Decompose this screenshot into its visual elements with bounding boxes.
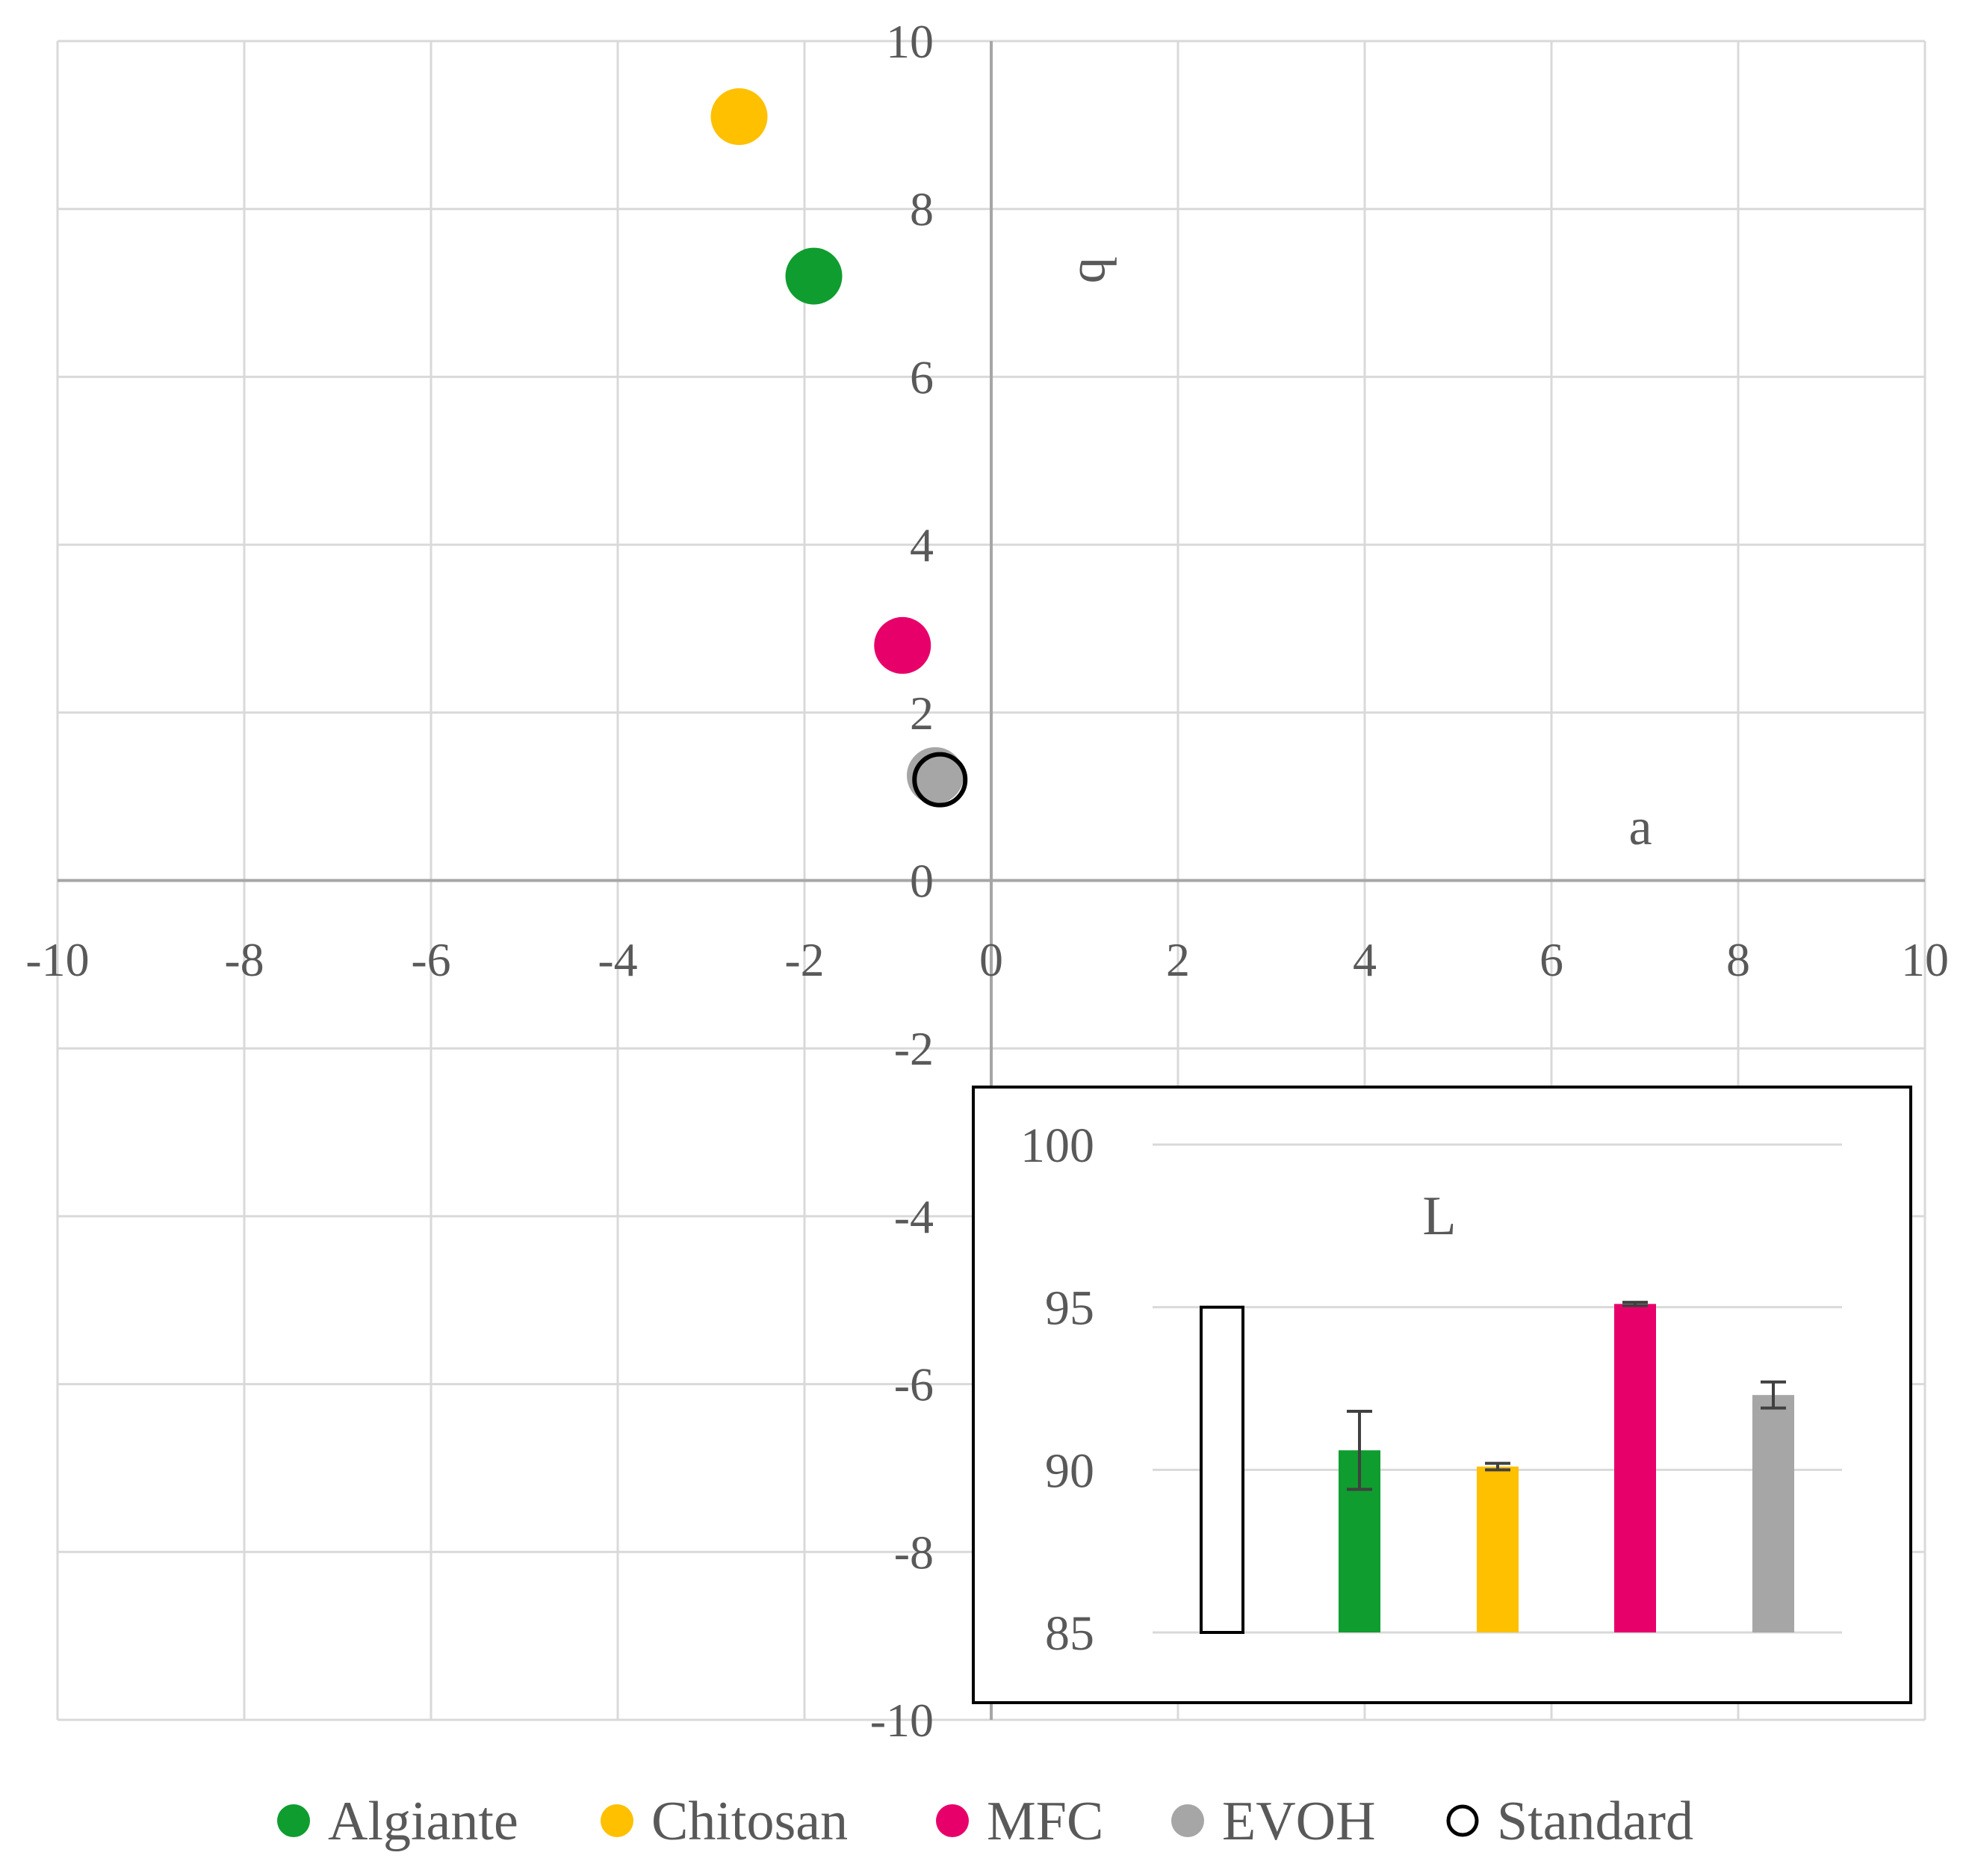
x-tick-label: -4	[598, 933, 637, 986]
inset-tick-labels: 85 90 95 100	[1020, 1118, 1094, 1661]
legend-marker	[1446, 1804, 1479, 1837]
y-tick-label: -2	[894, 1022, 934, 1075]
scatter-point-standard	[912, 752, 968, 808]
legend-marker	[277, 1804, 310, 1837]
y-tick-label: -6	[894, 1358, 934, 1411]
y-tick-label: 8	[910, 183, 934, 236]
inset-bar-standard	[1200, 1305, 1244, 1634]
x-tick-label: 10	[1901, 933, 1949, 986]
inset-bar-mfc	[1614, 1304, 1656, 1632]
legend-marker	[936, 1804, 969, 1837]
inset-bar-chitosan	[1477, 1466, 1519, 1632]
x-tick-label: 2	[1166, 933, 1190, 986]
inset-error-bar-mfc	[1622, 1301, 1648, 1307]
legend-label: EVOH	[1222, 1791, 1376, 1852]
scatter-point-chitosan	[710, 88, 768, 146]
x-tick-label: 8	[1726, 933, 1750, 986]
legend-item-standard: Standard	[1446, 1791, 1693, 1852]
x-tick-label: -8	[224, 933, 264, 986]
y-tick-label: -4	[894, 1190, 934, 1243]
inset-error-bar-algiante	[1347, 1409, 1372, 1491]
y-tick-label: -8	[894, 1526, 934, 1579]
y-tick-label: -10	[870, 1694, 934, 1747]
scatter-point-mfc	[874, 616, 931, 674]
x-tick-label: 4	[1353, 933, 1377, 986]
x-tick-label: -10	[25, 933, 89, 986]
inset-bars	[1200, 1301, 1794, 1634]
x-tick-label: -2	[784, 933, 824, 986]
inset-y-tick-label: 95	[1045, 1281, 1094, 1336]
y-tick-label: 4	[910, 518, 934, 572]
y-tick-label: 6	[910, 350, 934, 403]
inset-y-tick-label: 90	[1045, 1443, 1094, 1498]
legend-marker	[1171, 1804, 1204, 1837]
inset-bar-chart: 85 90 95 100 L	[972, 1086, 1912, 1704]
legend: Algiante Chitosan MFC EVOH Standard	[277, 1791, 1693, 1852]
legend-item-mfc: MFC	[936, 1791, 1103, 1852]
legend-item-algiante: Algiante	[277, 1791, 518, 1852]
legend-label: Algiante	[328, 1791, 518, 1852]
inset-error-bar-chitosan	[1485, 1461, 1510, 1472]
legend-label: MFC	[987, 1791, 1103, 1852]
inset-y-tick-label: 85	[1045, 1606, 1094, 1661]
x-axis-title: a	[1628, 799, 1652, 856]
y-axis-title: b	[1068, 258, 1126, 284]
inset-title: L	[1422, 1186, 1456, 1247]
x-tick-label: 0	[979, 933, 1003, 986]
y-tick-label: 0	[910, 855, 934, 908]
x-tick-label: 6	[1540, 933, 1563, 986]
legend-item-chitosan: Chitosan	[601, 1791, 848, 1852]
y-tick-label: 2	[910, 687, 934, 740]
legend-marker	[601, 1804, 633, 1837]
scatter-point-algiante	[785, 247, 843, 305]
y-tick-label: 10	[886, 15, 934, 68]
legend-label: Standard	[1497, 1791, 1693, 1852]
legend-label: Chitosan	[651, 1791, 848, 1852]
inset-error-bar-evoh	[1761, 1380, 1786, 1410]
inset-bar-evoh	[1752, 1395, 1794, 1632]
scatter-points	[710, 88, 968, 808]
x-tick-label: -6	[411, 933, 450, 986]
legend-item-evoh: EVOH	[1171, 1791, 1376, 1852]
scatter-tick-labels: -10 -8 -6 -4 -2 0 2 4 6 8 10 -10 -8 -6 -4 -2 0 2 4 6 8 10	[25, 15, 1949, 1747]
inset-y-tick-label: 100	[1020, 1118, 1094, 1173]
